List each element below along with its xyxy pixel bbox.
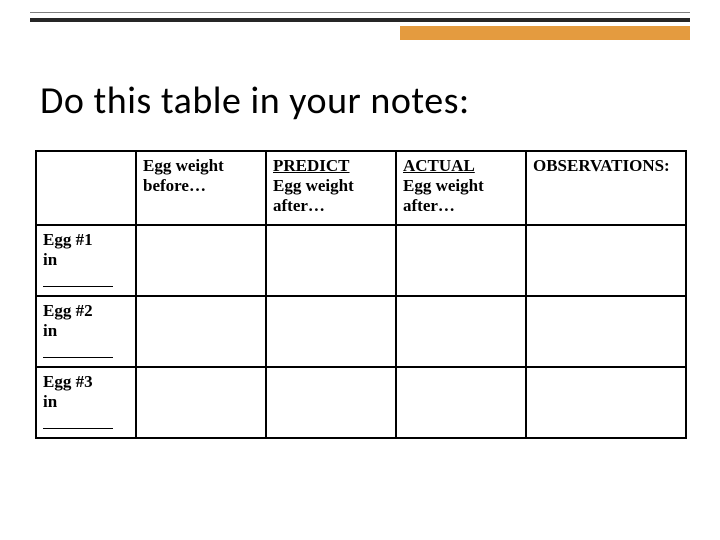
header-text: Egg weight after…	[273, 176, 354, 215]
blank-line	[43, 343, 113, 358]
header-text: PREDICT	[273, 156, 389, 176]
row-label-cell: Egg #3 in	[36, 367, 136, 438]
header-text: Egg weight	[143, 156, 224, 175]
row-label: Egg #3	[43, 372, 93, 391]
table-cell	[136, 296, 266, 367]
accent-bar	[400, 26, 690, 40]
blank-line	[43, 272, 113, 287]
header-text: ACTUAL	[403, 156, 519, 176]
table-cell	[526, 225, 686, 296]
row-label: in	[43, 250, 57, 269]
table-header-cell: Egg weight before…	[136, 151, 266, 225]
table-header-cell	[36, 151, 136, 225]
header-text: Egg weight after…	[403, 176, 484, 215]
table-cell	[396, 367, 526, 438]
table-cell	[266, 367, 396, 438]
table-row: Egg #1 in	[36, 225, 686, 296]
table-cell	[526, 367, 686, 438]
row-label-cell: Egg #1 in	[36, 225, 136, 296]
table-header-cell: ACTUAL Egg weight after…	[396, 151, 526, 225]
table-cell	[526, 296, 686, 367]
table-cell	[396, 225, 526, 296]
table-cell	[396, 296, 526, 367]
top-rule-thick	[30, 18, 690, 22]
notes-table: Egg weight before… PREDICT Egg weight af…	[35, 150, 685, 439]
header-text: before…	[143, 176, 206, 195]
table-cell	[266, 296, 396, 367]
row-label: in	[43, 392, 57, 411]
table-row: Egg #3 in	[36, 367, 686, 438]
table-cell	[136, 367, 266, 438]
header-text: OBSERVATIONS:	[533, 156, 670, 175]
row-label: Egg #1	[43, 230, 93, 249]
row-label-cell: Egg #2 in	[36, 296, 136, 367]
row-label: in	[43, 321, 57, 340]
top-rule-thin	[30, 12, 690, 13]
page-title: Do this table in your notes:	[40, 78, 470, 124]
slide: Do this table in your notes: Egg weight …	[0, 0, 720, 540]
row-label: Egg #2	[43, 301, 93, 320]
table-cell	[136, 225, 266, 296]
table-cell	[266, 225, 396, 296]
table-header-row: Egg weight before… PREDICT Egg weight af…	[36, 151, 686, 225]
table-row: Egg #2 in	[36, 296, 686, 367]
table-header-cell: PREDICT Egg weight after…	[266, 151, 396, 225]
blank-line	[43, 414, 113, 429]
table-header-cell: OBSERVATIONS:	[526, 151, 686, 225]
